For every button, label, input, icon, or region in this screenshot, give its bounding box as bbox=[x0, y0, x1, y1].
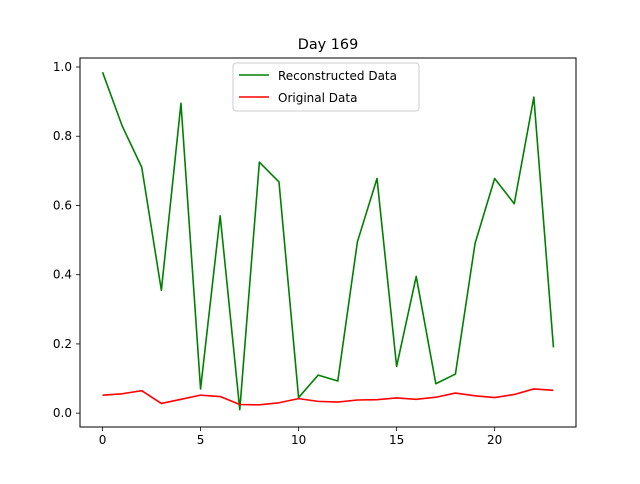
y-tick-label: 0.0 bbox=[53, 406, 72, 420]
y-tick-label: 1.0 bbox=[53, 60, 72, 74]
y-tick-label: 0.2 bbox=[53, 337, 72, 351]
legend-box bbox=[232, 62, 420, 112]
series-line-0 bbox=[101, 71, 555, 411]
series-line-1 bbox=[102, 388, 554, 406]
x-tick-label: 5 bbox=[197, 433, 205, 447]
y-tick-label: 0.4 bbox=[53, 268, 72, 282]
chart-title: Day 169 bbox=[298, 37, 358, 53]
plot-area-frame bbox=[79, 57, 577, 428]
legend-label-reconstructed: Reconstructed Data bbox=[278, 69, 397, 83]
y-tick-label: 0.8 bbox=[53, 129, 72, 143]
series-layer bbox=[101, 71, 555, 411]
x-tick-label: 0 bbox=[99, 433, 107, 447]
y-axis: 0.0 0.2 0.4 0.6 0.8 1.0 bbox=[53, 60, 80, 420]
x-axis: 0 5 10 15 20 bbox=[99, 427, 502, 447]
legend-label-original: Original Data bbox=[278, 91, 357, 105]
legend: Reconstructed Data Original Data bbox=[232, 62, 420, 112]
x-tick-label: 20 bbox=[487, 433, 502, 447]
x-tick-label: 15 bbox=[389, 433, 404, 447]
x-tick-label: 10 bbox=[291, 433, 306, 447]
y-tick-label: 0.6 bbox=[53, 198, 72, 212]
